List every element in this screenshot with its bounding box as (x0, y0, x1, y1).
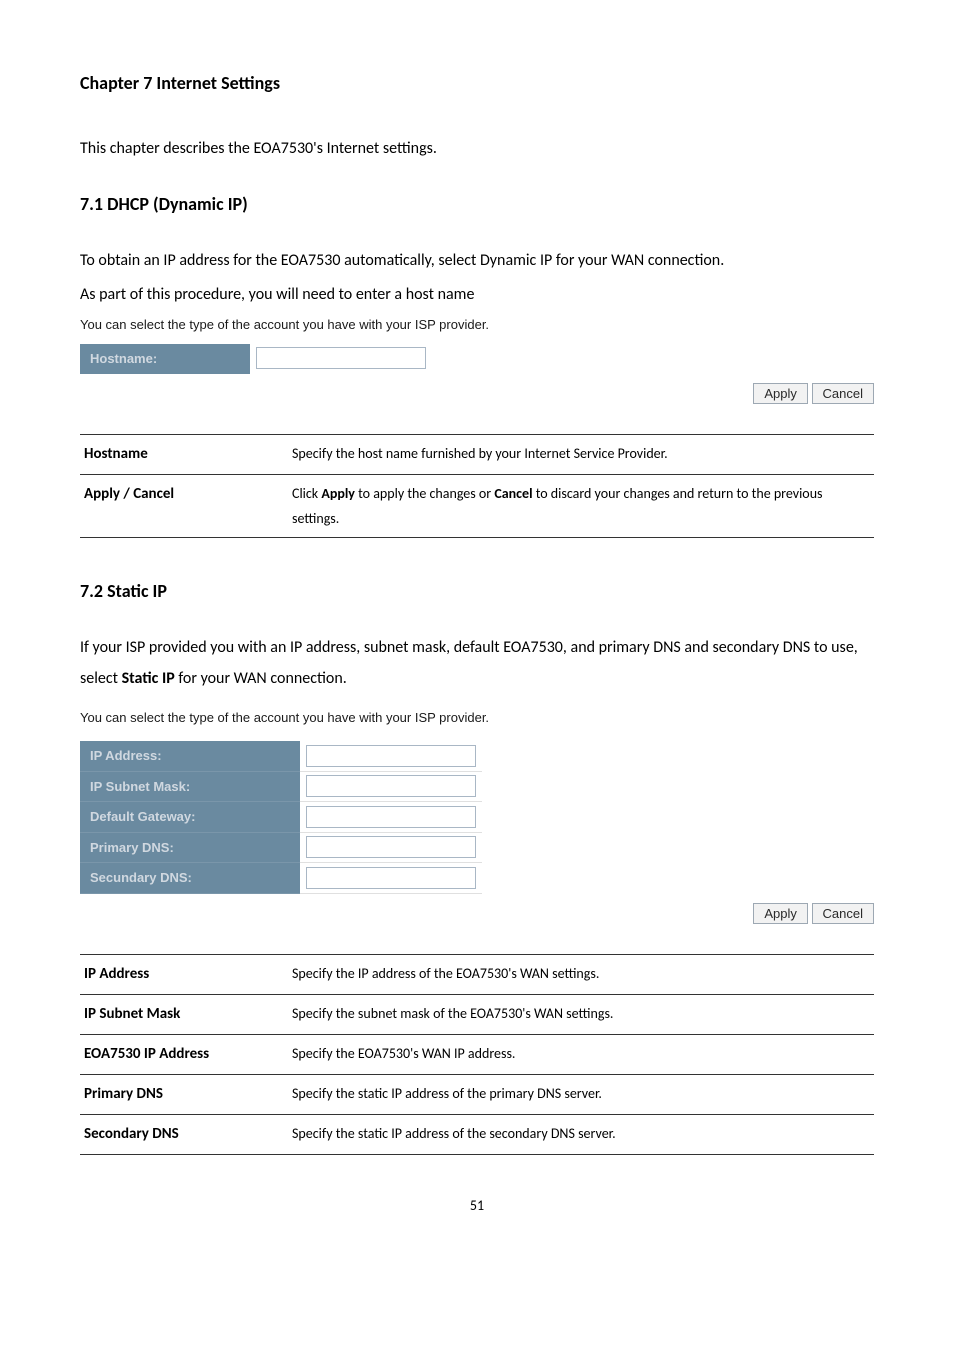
eoa-ip-desc: Specify the EOA7530's WAN IP address. (288, 1034, 874, 1074)
subnet-mask-input[interactable] (306, 775, 476, 797)
subnet-mask-label: IP Subnet Mask: (80, 771, 300, 802)
table-row: EOA7530 IP Address Specify the EOA7530's… (80, 1034, 874, 1074)
desc-mid: to apply the changes or (355, 485, 494, 502)
table-row: IP Address: (80, 741, 482, 771)
hostname-input[interactable] (256, 347, 426, 369)
static-ip-definition-table: IP Address Specify the IP address of the… (80, 954, 874, 1155)
static-ip-form-table: IP Address: IP Subnet Mask: Default Gate… (80, 741, 482, 894)
secondary-dns-term: Secondary DNS (80, 1114, 288, 1154)
section-7-1-instruction: You can select the type of the account y… (80, 315, 874, 335)
ip-address-label: IP Address: (80, 741, 300, 771)
table-row: IP Subnet Mask Specify the subnet mask o… (80, 994, 874, 1034)
table-row: IP Subnet Mask: (80, 771, 482, 802)
primary-dns-desc: Specify the static IP address of the pri… (288, 1074, 874, 1114)
hostname-label: Hostname: (80, 344, 250, 374)
table-row: Default Gateway: (80, 802, 482, 833)
ip-address-input[interactable] (306, 745, 476, 767)
default-gateway-cell (300, 802, 482, 833)
chapter-title: Chapter 7 Internet Settings (80, 70, 874, 97)
table-row: Secundary DNS: (80, 863, 482, 894)
cancel-button[interactable]: Cancel (812, 383, 874, 404)
secondary-dns-desc: Specify the static IP address of the sec… (288, 1114, 874, 1154)
eoa-ip-term: EOA7530 IP Address (80, 1034, 288, 1074)
secondary-dns-cell (300, 863, 482, 894)
default-gateway-label: Default Gateway: (80, 802, 300, 833)
dhcp-definition-table: Hostname Specify the host name furnished… (80, 434, 874, 538)
ip-address-term: IP Address (80, 954, 288, 994)
static-ip-button-row: Apply Cancel (80, 902, 874, 926)
subnet-mask-term: IP Subnet Mask (80, 994, 288, 1034)
hostname-desc: Specify the host name furnished by your … (288, 434, 874, 474)
secondary-dns-input[interactable] (306, 867, 476, 889)
cancel-button[interactable]: Cancel (812, 903, 874, 924)
hostname-field-row: Hostname: (80, 344, 874, 374)
apply-cancel-desc: Click Apply to apply the changes or Canc… (288, 474, 874, 537)
section-7-2-instruction: You can select the type of the account y… (80, 708, 874, 728)
table-row: Apply / Cancel Click Apply to apply the … (80, 474, 874, 537)
section-7-1-body-2: As part of this procedure, you will need… (80, 280, 874, 310)
apply-button[interactable]: Apply (753, 903, 808, 924)
ip-address-desc: Specify the IP address of the EOA7530's … (288, 954, 874, 994)
page-number: 51 (80, 1195, 874, 1216)
table-row: Primary DNS Specify the static IP addres… (80, 1074, 874, 1114)
default-gateway-input[interactable] (306, 806, 476, 828)
subnet-mask-desc: Specify the subnet mask of the EOA7530's… (288, 994, 874, 1034)
body-bold: Static IP (122, 669, 175, 688)
table-row: Hostname Specify the host name furnished… (80, 434, 874, 474)
desc-bold-apply: Apply (321, 485, 355, 502)
table-row: Primary DNS: (80, 832, 482, 863)
secondary-dns-label: Secundary DNS: (80, 863, 300, 894)
table-row: IP Address Specify the IP address of the… (80, 954, 874, 994)
desc-pre: Click (292, 485, 321, 502)
subnet-mask-cell (300, 771, 482, 802)
section-7-1-heading: 7.1 DHCP (Dynamic IP) (80, 191, 874, 218)
chapter-intro: This chapter describes the EOA7530's Int… (80, 137, 874, 161)
body-post: for your WAN connection. (175, 669, 347, 688)
primary-dns-label: Primary DNS: (80, 832, 300, 863)
dhcp-button-row: Apply Cancel (80, 382, 874, 406)
table-row: Secondary DNS Specify the static IP addr… (80, 1114, 874, 1154)
section-7-2-body: If your ISP provided you with an IP addr… (80, 633, 874, 694)
primary-dns-cell (300, 832, 482, 863)
desc-bold-cancel: Cancel (494, 485, 532, 502)
hostname-term: Hostname (80, 434, 288, 474)
primary-dns-input[interactable] (306, 836, 476, 858)
hostname-input-cell (250, 344, 432, 374)
section-7-2-heading: 7.2 Static IP (80, 578, 874, 605)
primary-dns-term: Primary DNS (80, 1074, 288, 1114)
ip-address-cell (300, 741, 482, 771)
apply-cancel-term: Apply / Cancel (80, 474, 288, 537)
apply-button[interactable]: Apply (753, 383, 808, 404)
section-7-1-body-1: To obtain an IP address for the EOA7530 … (80, 246, 874, 276)
